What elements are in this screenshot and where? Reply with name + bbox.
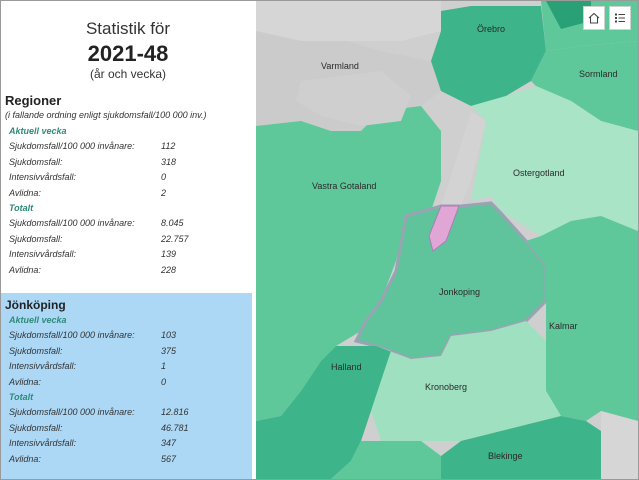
- regions-section: Regioner (i fallande ordning enligt sjuk…: [1, 93, 255, 284]
- stat-row: Intensivvårdsfall: 347: [1, 436, 252, 452]
- region-blekinge[interactable]: [441, 416, 601, 479]
- stats-panel: Statistik för 2021-48 (år och vecka) Reg…: [1, 1, 255, 479]
- stat-row: Sjukdomsfall/100 000 invånare: 12.816: [1, 405, 252, 421]
- stat-label: Avlidna:: [9, 376, 41, 387]
- stat-row: Intensivvårdsfall: 1: [1, 359, 252, 375]
- stat-value: 347: [161, 438, 177, 448]
- stat-row: Sjukdomsfall: 22.757: [1, 232, 255, 248]
- region-vastra-gotaland[interactable]: [256, 106, 441, 421]
- stat-label: Intensivvårdsfall:: [9, 438, 77, 448]
- region-oland-sea: [601, 411, 638, 479]
- map-label-vastra-gotaland: Vastra Gotaland: [312, 181, 376, 191]
- stat-label: Sjukdomsfall/100 000 invånare:: [9, 218, 135, 228]
- map-label-sormland: Sormland: [579, 69, 618, 79]
- stat-value: 318: [161, 156, 177, 167]
- stat-row: Avlidna: 2: [1, 186, 255, 202]
- stat-value: 46.781: [161, 422, 189, 433]
- map-label-blekinge: Blekinge: [488, 451, 523, 461]
- region-kalmar[interactable]: [526, 216, 638, 421]
- stat-label: Avlidna:: [9, 187, 41, 198]
- stat-row: Intensivvårdsfall: 0: [1, 170, 255, 186]
- home-button[interactable]: [583, 6, 605, 30]
- stat-value: 0: [161, 172, 167, 182]
- header-week-value: 2021-48: [87, 41, 169, 66]
- map-label-ostergotland: Ostergotland: [513, 168, 565, 178]
- list-icon: [615, 13, 625, 23]
- header-sub: (år och vecka): [89, 67, 167, 81]
- stat-row: Sjukdomsfall: 375: [1, 344, 252, 360]
- region-sormland[interactable]: [531, 41, 638, 131]
- region-northwest[interactable]: [256, 1, 441, 41]
- region-orebro[interactable]: [431, 6, 546, 106]
- stat-row: Sjukdomsfall: 318: [1, 155, 255, 171]
- selected-current-title: Aktuell vecka: [9, 315, 67, 325]
- regions-title: Regioner: [5, 93, 62, 108]
- stat-label: Sjukdomsfall/100 000 invånare:: [9, 407, 135, 417]
- stat-label: Sjukdomsfall:: [9, 422, 63, 433]
- map-label-halland: Halland: [331, 362, 362, 372]
- stat-row: Avlidna: 567: [1, 452, 252, 468]
- stat-value: 1: [161, 361, 167, 371]
- stat-row: Sjukdomsfall/100 000 invånare: 8.045: [1, 216, 255, 232]
- stat-value: 8.045: [161, 218, 184, 228]
- stat-label: Avlidna:: [9, 453, 41, 464]
- region-halland[interactable]: [256, 346, 391, 479]
- stat-row: Sjukdomsfall/100 000 invånare: 103: [1, 328, 252, 344]
- stat-value: 112: [161, 141, 176, 151]
- map-label-kalmar: Kalmar: [549, 321, 578, 331]
- stat-label: Avlidna:: [9, 264, 41, 275]
- home-icon: [588, 12, 600, 24]
- stat-value: 12.816: [161, 407, 189, 417]
- regions-total-title: Totalt: [9, 203, 34, 213]
- region-skane[interactable]: [331, 441, 441, 479]
- region-kronoberg[interactable]: [371, 321, 561, 441]
- selected-region-title: Jönköping: [5, 298, 66, 312]
- stat-row: Sjukdomsfall/100 000 invånare: 112: [1, 139, 255, 155]
- region-uppsala[interactable]: [546, 1, 591, 29]
- regions-current-title: Aktuell vecka: [9, 126, 67, 136]
- lake-vanern: [296, 71, 411, 126]
- regions-description: (i fallande ordning enligt sjukdomsfall/…: [5, 110, 207, 120]
- stat-value: 567: [161, 453, 177, 464]
- map-label-jonkoping: Jonkoping: [439, 287, 480, 297]
- lake-highlight: [428, 205, 460, 252]
- stat-label: Sjukdomsfall:: [9, 233, 63, 244]
- map-view[interactable]: Örebro Varmland Sormland Vastra Gotaland…: [256, 1, 638, 479]
- legend-list-button[interactable]: [609, 6, 631, 30]
- stat-label: Sjukdomsfall/100 000 invånare:: [9, 330, 135, 340]
- selected-region-section[interactable]: Jönköping Aktuell vecka Sjukdomsfall/100…: [1, 293, 252, 479]
- stat-row: Sjukdomsfall: 46.781: [1, 421, 252, 437]
- stat-value: 2: [161, 187, 167, 198]
- stats-header: Statistik för 2021-48 (år och vecka): [1, 1, 255, 93]
- stat-label: Intensivvårdsfall:: [9, 249, 77, 259]
- stat-label: Intensivvårdsfall:: [9, 172, 77, 182]
- stat-value: 0: [161, 376, 167, 387]
- region-ostergotland[interactable]: [471, 86, 638, 236]
- stat-value: 228: [161, 264, 177, 275]
- stat-value: 375: [161, 345, 177, 356]
- map-label-orebro: Örebro: [477, 24, 505, 34]
- stat-value: 139: [161, 249, 177, 259]
- map-canvas[interactable]: Örebro Varmland Sormland Vastra Gotaland…: [256, 1, 638, 479]
- stat-label: Intensivvårdsfall:: [9, 361, 77, 371]
- stat-label: Sjukdomsfall:: [9, 345, 63, 356]
- stat-label: Sjukdomsfall/100 000 invånare:: [9, 141, 135, 151]
- stat-row: Avlidna: 0: [1, 375, 252, 391]
- stat-value: 22.757: [161, 233, 189, 244]
- stat-row: Intensivvårdsfall: 139: [1, 247, 255, 263]
- map-label-kronoberg: Kronoberg: [425, 382, 467, 392]
- stat-label: Sjukdomsfall:: [9, 156, 63, 167]
- stat-row: Avlidna: 228: [1, 263, 255, 279]
- selected-total-title: Totalt: [9, 392, 34, 402]
- stat-value: 103: [161, 330, 177, 340]
- map-label-varmland: Varmland: [321, 61, 359, 71]
- header-label: Statistik för: [85, 19, 171, 38]
